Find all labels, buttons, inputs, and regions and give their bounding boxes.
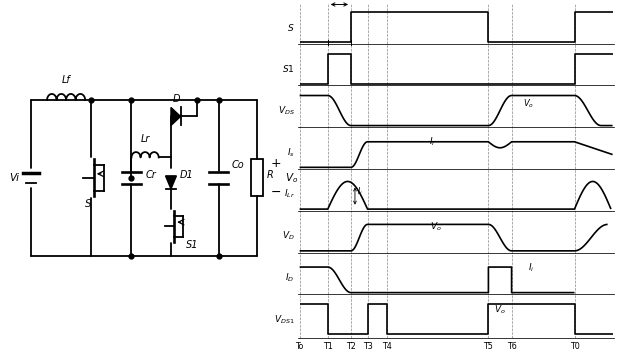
Text: T5: T5 xyxy=(483,342,493,351)
Polygon shape xyxy=(165,176,176,189)
Text: $V_D$: $V_D$ xyxy=(282,230,295,242)
Text: $I_i$: $I_i$ xyxy=(357,185,362,198)
Text: −: − xyxy=(271,186,282,199)
Text: $I_D$: $I_D$ xyxy=(285,271,295,284)
Text: Co: Co xyxy=(232,160,245,170)
Text: $V_o$: $V_o$ xyxy=(430,220,441,233)
Text: $I_s$: $I_s$ xyxy=(287,146,295,159)
Text: S1: S1 xyxy=(186,240,199,249)
Text: R: R xyxy=(267,170,274,180)
Text: $I_i$: $I_i$ xyxy=(528,262,535,274)
Text: To: To xyxy=(295,342,304,351)
Text: $V_{DS1}$: $V_{DS1}$ xyxy=(274,313,295,325)
Text: $V_o$: $V_o$ xyxy=(494,304,506,316)
Text: T3: T3 xyxy=(363,342,373,351)
Text: $V_o$: $V_o$ xyxy=(522,98,534,110)
Text: $I_{Lr}$: $I_{Lr}$ xyxy=(284,188,295,200)
Text: $S$: $S$ xyxy=(287,21,295,32)
Bar xyxy=(251,159,262,196)
Text: $S1$: $S1$ xyxy=(282,63,295,74)
Text: $T_D$: $T_D$ xyxy=(334,0,345,1)
Text: T4: T4 xyxy=(383,342,392,351)
Text: S: S xyxy=(85,199,91,209)
Text: D: D xyxy=(173,94,180,104)
Text: T0: T0 xyxy=(569,342,579,351)
Text: Lr: Lr xyxy=(141,134,150,144)
Text: +: + xyxy=(271,157,282,170)
Text: $I_i$: $I_i$ xyxy=(429,136,435,148)
Text: Vi: Vi xyxy=(9,173,19,183)
Text: $V_{DS}$: $V_{DS}$ xyxy=(278,104,295,117)
Text: T2: T2 xyxy=(346,342,356,351)
Text: Lf: Lf xyxy=(62,75,71,85)
Text: T6: T6 xyxy=(507,342,516,351)
Polygon shape xyxy=(171,107,181,126)
Text: Cr: Cr xyxy=(145,170,157,180)
Text: D1: D1 xyxy=(180,170,194,180)
Text: $V_o$: $V_o$ xyxy=(285,171,298,185)
Text: T1: T1 xyxy=(323,342,332,351)
